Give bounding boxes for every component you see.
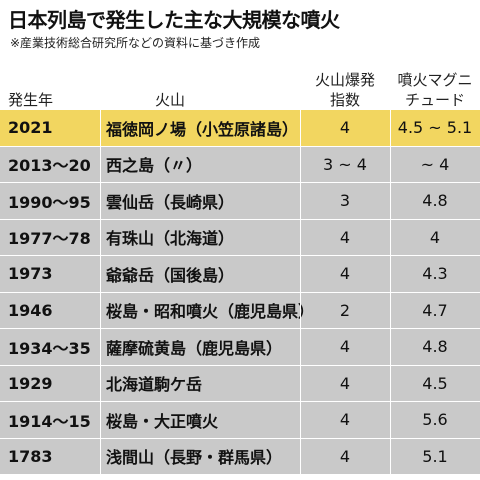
column-divider (300, 219, 301, 255)
chart-title: 日本列島で発生した主な大規模な噴火 (8, 8, 340, 32)
header-mag-line2: チュード (404, 91, 465, 109)
header-mag-line1: 噴火マグニ (397, 71, 473, 89)
column-divider (300, 329, 301, 365)
cell-magnitude: 4.8 (422, 191, 448, 211)
cell-year: 1929 (8, 373, 53, 393)
cell-magnitude: 4.8 (422, 337, 448, 357)
table-row: 1973 爺爺岳（国後島） 4 4.3 (0, 256, 480, 293)
table-row: 1914～15 桜島・大正噴火 4 5.6 (0, 402, 480, 439)
column-divider (390, 329, 391, 365)
cell-magnitude: 4 (429, 227, 441, 247)
column-divider (100, 438, 101, 474)
column-divider (100, 292, 101, 328)
cell-magnitude: ~ 4 (420, 154, 450, 174)
cell-year: 2013～20 (8, 156, 91, 176)
header-vei: 火山爆発 指数 (300, 58, 390, 110)
cell-volcano: 福徳岡ノ場（小笠原諸島） (106, 119, 299, 139)
cell-vei: 4 (339, 227, 351, 247)
table-body: 2021 福徳岡ノ場（小笠原諸島） 4 4.5 ~ 5.1 2013～20 西之島（〃） 3… (0, 110, 480, 475)
column-divider (300, 365, 301, 401)
cell-volcano: 薩摩硫黄島（鹿児島県） (106, 338, 283, 358)
cell-year: 1946 (8, 300, 53, 320)
cell-year: 1914～15 (8, 411, 91, 431)
cell-magnitude: 4.5 (422, 373, 448, 393)
column-divider (390, 219, 391, 255)
column-divider (100, 219, 101, 255)
column-divider (300, 110, 301, 146)
table-header: 発生年 火山 火山爆発 指数 噴火マグニ チュード (0, 58, 480, 110)
column-divider (300, 402, 301, 438)
cell-year: 1977～78 (8, 229, 91, 249)
column-divider (100, 402, 101, 438)
table-row: 1990～95 雲仙岳（長崎県） 3 4.8 (0, 183, 480, 220)
cell-volcano: 桜島・大正噴火 (106, 411, 219, 431)
cell-vei: 4 (339, 337, 351, 357)
cell-magnitude: 5.1 (422, 446, 448, 466)
column-divider (100, 256, 101, 292)
column-divider (390, 402, 391, 438)
column-divider (100, 146, 101, 182)
cell-vei: 4 (339, 264, 351, 284)
column-divider (100, 365, 101, 401)
column-divider (100, 329, 101, 365)
cell-magnitude: 4.5 ~ 5.1 (397, 118, 473, 138)
table-row: 1946 桜島・昭和噴火（鹿児島県） 2 4.7 (0, 292, 480, 329)
cell-volcano: 爺爺岳（国後島） (106, 265, 235, 285)
column-divider (390, 146, 391, 182)
cell-volcano: 有珠山（北海道） (106, 229, 235, 249)
cell-year: 1783 (8, 446, 53, 466)
cell-volcano: 西之島（〃） (106, 156, 203, 176)
column-divider (300, 146, 301, 182)
cell-vei: 4 (339, 446, 351, 466)
table-row: 1929 北海道駒ケ岳 4 4.5 (0, 365, 480, 402)
table-row: 2021 福徳岡ノ場（小笠原諸島） 4 4.5 ~ 5.1 (0, 110, 480, 147)
cell-year: 2021 (8, 118, 53, 138)
cell-volcano: 桜島・昭和噴火（鹿児島県） (106, 302, 315, 322)
cell-year: 1973 (8, 264, 53, 284)
column-divider (300, 256, 301, 292)
table-row: 1783 浅間山（長野・群馬県） 4 5.1 (0, 438, 480, 475)
cell-vei: 2 (339, 300, 351, 320)
cell-year: 1934～35 (8, 338, 91, 358)
column-divider (300, 438, 301, 474)
cell-magnitude: 4.3 (422, 264, 448, 284)
cell-year: 1990～95 (8, 192, 91, 212)
cell-magnitude: 5.6 (422, 410, 448, 430)
source-note: ※産業技術総合研究所などの資料に基づき作成 (10, 36, 261, 50)
column-divider (390, 183, 391, 219)
column-divider (390, 292, 391, 328)
cell-vei: 4 (339, 373, 351, 393)
table-row: 1977～78 有珠山（北海道） 4 4 (0, 219, 480, 256)
header-vei-line2: 指数 (329, 91, 360, 109)
column-divider (390, 256, 391, 292)
header-volcano: 火山 (154, 91, 185, 109)
column-divider (300, 183, 301, 219)
cell-volcano: 北海道駒ケ岳 (106, 375, 203, 395)
header-vei-line1: 火山爆発 (314, 71, 375, 89)
header-magnitude: 噴火マグニ チュード (390, 58, 480, 110)
table-row: 2013～20 西之島（〃） 3 ~ 4 ~ 4 (0, 146, 480, 183)
cell-vei: 3 ~ 4 (323, 154, 367, 174)
column-divider (390, 438, 391, 474)
table-row: 1934～35 薩摩硫黄島（鹿児島県） 4 4.8 (0, 329, 480, 366)
column-divider (100, 183, 101, 219)
column-divider (390, 110, 391, 146)
cell-vei: 3 (339, 191, 351, 211)
cell-volcano: 雲仙岳（長崎県） (106, 192, 235, 212)
cell-volcano: 浅間山（長野・群馬県） (106, 448, 283, 468)
column-divider (100, 110, 101, 146)
cell-vei: 4 (339, 118, 351, 138)
cell-vei: 4 (339, 410, 351, 430)
header-year: 発生年 (8, 91, 54, 109)
cell-magnitude: 4.7 (422, 300, 448, 320)
column-divider (390, 365, 391, 401)
column-divider (300, 292, 301, 328)
